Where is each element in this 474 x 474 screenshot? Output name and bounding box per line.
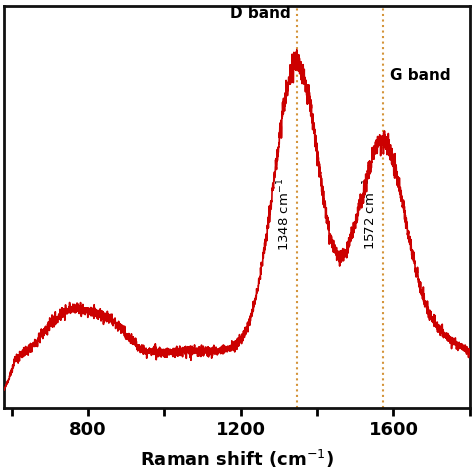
Text: G band: G band [391,68,451,83]
X-axis label: Raman shift (cm$^{-1}$): Raman shift (cm$^{-1}$) [140,448,334,470]
Text: 1348 cm$^{-1}$: 1348 cm$^{-1}$ [276,178,293,251]
Text: D band: D band [230,6,291,20]
Text: 1572 cm$^{-1}$: 1572 cm$^{-1}$ [362,178,378,250]
